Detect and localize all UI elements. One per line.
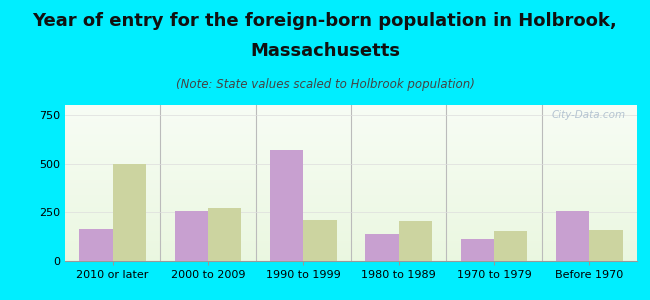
Bar <box>304 220 337 261</box>
Bar <box>494 231 527 261</box>
Text: City-Data.com: City-Data.com <box>551 110 625 120</box>
Bar <box>590 230 623 261</box>
Bar <box>461 238 494 261</box>
Bar <box>556 211 590 261</box>
Bar <box>112 164 146 261</box>
Text: Year of entry for the foreign-born population in Holbrook,: Year of entry for the foreign-born popul… <box>32 12 617 30</box>
Bar <box>208 208 241 261</box>
Bar <box>398 221 432 261</box>
Text: Massachusetts: Massachusetts <box>250 42 400 60</box>
Text: (Note: State values scaled to Holbrook population): (Note: State values scaled to Holbrook p… <box>176 78 474 91</box>
Bar <box>175 211 208 261</box>
Bar <box>365 234 398 261</box>
Bar <box>270 150 304 261</box>
Bar <box>79 229 112 261</box>
